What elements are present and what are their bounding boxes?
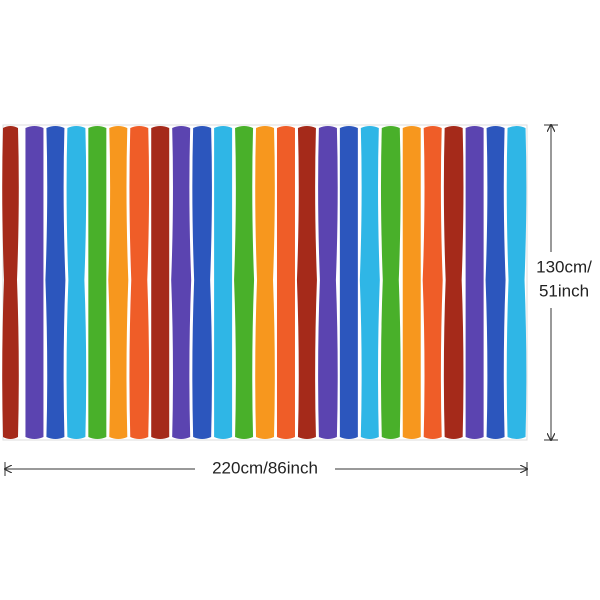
stripe [465,126,484,439]
stripe [318,126,338,439]
stripe [108,126,129,439]
stripe [359,126,380,439]
stripe [339,126,358,439]
stripe [296,126,317,439]
stripe [506,126,527,439]
stripe [380,126,401,439]
width-label: 220cm/86inch [212,458,318,477]
stripe [2,126,19,439]
stripe [422,126,443,439]
stripes [2,126,527,439]
stripe [171,126,192,439]
stripe [255,126,275,439]
height-label: 51inch [539,281,589,300]
stripe [129,126,150,439]
stripe [151,126,170,439]
label-bg [195,456,335,482]
stripe [276,126,295,439]
stripe [234,126,255,439]
stripe [192,126,212,439]
stripe [88,126,107,439]
stripe [45,126,66,439]
stripe [66,126,87,439]
stripe [214,126,233,439]
stripe [402,126,421,439]
label-bg [528,252,598,308]
stripe [443,126,464,439]
height-label: 130cm/ [536,257,592,276]
stripe [25,126,44,439]
stripe [485,126,506,439]
